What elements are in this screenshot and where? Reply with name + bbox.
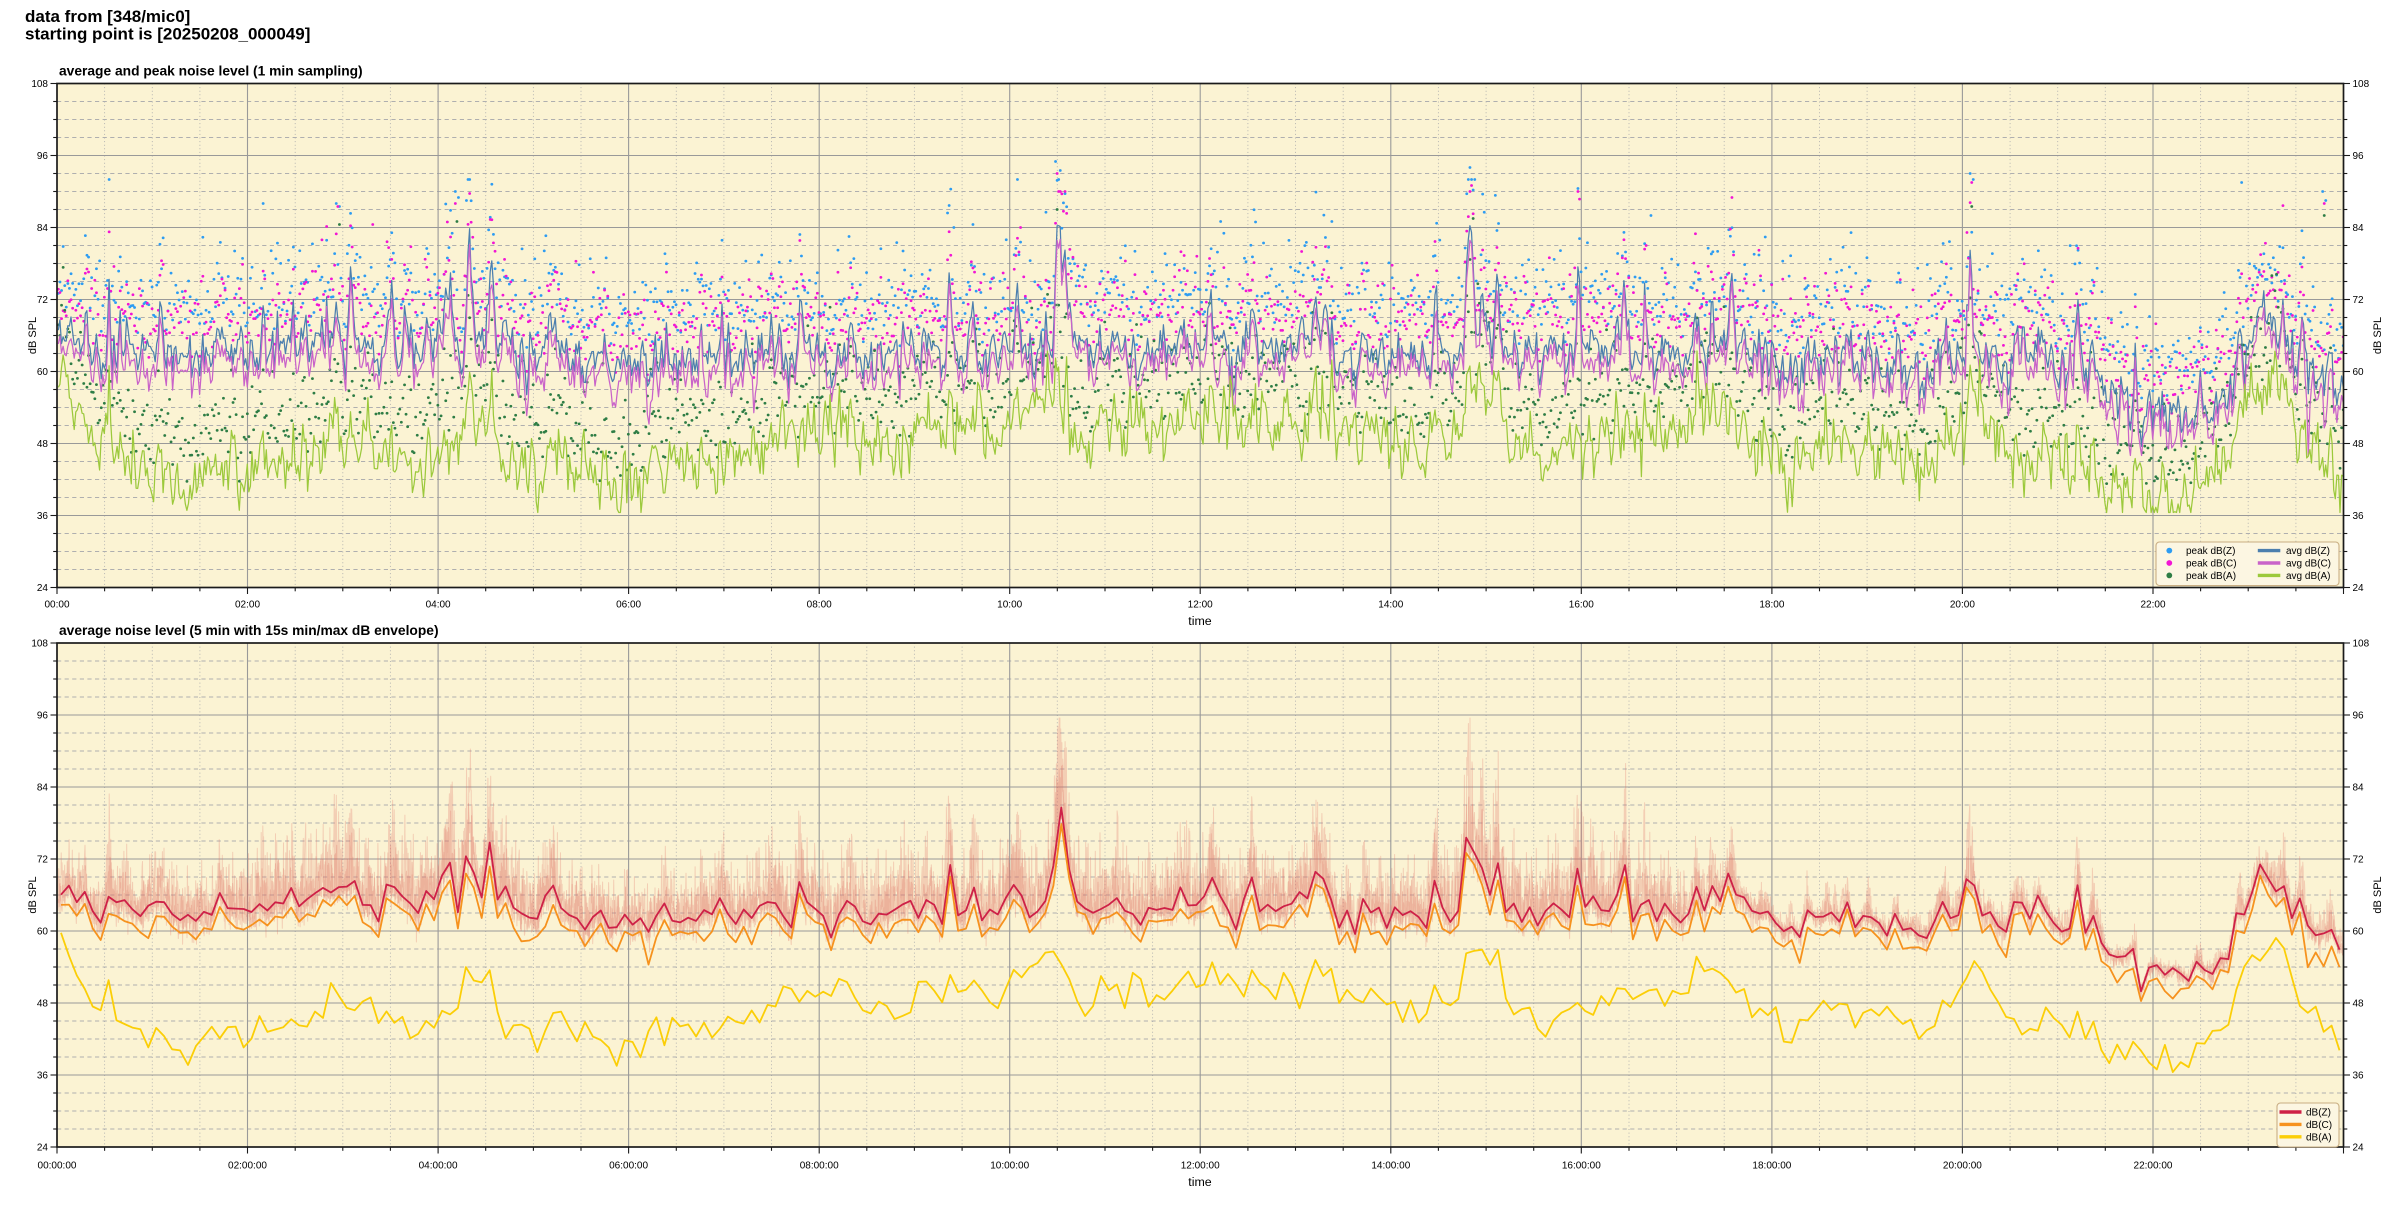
svg-text:16:00:00: 16:00:00: [1562, 1161, 1601, 1172]
svg-text:00:00:00: 00:00:00: [38, 1161, 77, 1172]
svg-text:data from [348/mic0]: data from [348/mic0]: [25, 7, 190, 26]
svg-text:10:00: 10:00: [997, 600, 1022, 611]
svg-text:84: 84: [37, 223, 49, 234]
svg-text:06:00: 06:00: [616, 600, 641, 611]
svg-text:36: 36: [2353, 511, 2365, 522]
svg-text:08:00: 08:00: [807, 600, 832, 611]
svg-text:22:00: 22:00: [2140, 600, 2165, 611]
svg-text:10:00:00: 10:00:00: [990, 1161, 1029, 1172]
svg-text:12:00:00: 12:00:00: [1181, 1161, 1220, 1172]
svg-text:time: time: [1188, 1175, 1212, 1189]
svg-text:peak dB(Z): peak dB(Z): [2186, 546, 2235, 557]
svg-text:04:00:00: 04:00:00: [419, 1161, 458, 1172]
svg-text:96: 96: [37, 151, 49, 162]
svg-text:08:00:00: 08:00:00: [800, 1161, 839, 1172]
svg-text:84: 84: [37, 782, 49, 793]
svg-text:108: 108: [31, 79, 48, 90]
svg-text:60: 60: [2353, 367, 2365, 378]
svg-text:48: 48: [2353, 998, 2365, 1009]
svg-text:dB(C): dB(C): [2306, 1120, 2332, 1131]
svg-text:72: 72: [2353, 854, 2365, 865]
svg-text:96: 96: [2353, 710, 2365, 721]
svg-text:average noise level (5 min wit: average noise level (5 min with 15s min/…: [59, 623, 439, 638]
svg-text:96: 96: [2353, 151, 2365, 162]
svg-text:peak dB(C): peak dB(C): [2186, 559, 2237, 570]
svg-text:average and peak noise level (: average and peak noise level (1 min samp…: [59, 64, 363, 79]
svg-text:24: 24: [2353, 583, 2365, 594]
svg-text:dB(A): dB(A): [2306, 1132, 2332, 1143]
svg-text:dB SPL: dB SPL: [2372, 876, 2384, 913]
svg-text:36: 36: [37, 1070, 49, 1081]
svg-text:avg dB(Z): avg dB(Z): [2286, 546, 2330, 557]
svg-text:24: 24: [37, 1142, 49, 1153]
svg-text:avg dB(C): avg dB(C): [2286, 559, 2331, 570]
svg-text:48: 48: [37, 439, 49, 450]
svg-text:108: 108: [2353, 638, 2370, 649]
svg-text:12:00: 12:00: [1188, 600, 1213, 611]
svg-text:48: 48: [37, 998, 49, 1009]
svg-text:60: 60: [2353, 926, 2365, 937]
svg-text:84: 84: [2353, 223, 2365, 234]
svg-text:dB SPL: dB SPL: [27, 876, 39, 913]
svg-text:dB SPL: dB SPL: [27, 317, 39, 354]
svg-text:24: 24: [2353, 1142, 2365, 1153]
svg-text:starting point is [20250208_00: starting point is [20250208_000049]: [25, 25, 310, 44]
svg-text:time: time: [1188, 614, 1212, 628]
svg-text:avg dB(A): avg dB(A): [2286, 571, 2330, 582]
svg-text:36: 36: [37, 511, 49, 522]
svg-text:16:00: 16:00: [1569, 600, 1594, 611]
svg-text:72: 72: [37, 295, 49, 306]
svg-text:60: 60: [37, 926, 49, 937]
svg-text:dB SPL: dB SPL: [2372, 317, 2384, 354]
svg-text:20:00: 20:00: [1950, 600, 1975, 611]
svg-text:18:00: 18:00: [1759, 600, 1784, 611]
svg-text:dB(Z): dB(Z): [2306, 1108, 2331, 1119]
svg-text:14:00: 14:00: [1378, 600, 1403, 611]
svg-text:108: 108: [2353, 79, 2370, 90]
svg-text:02:00: 02:00: [235, 600, 260, 611]
svg-text:20:00:00: 20:00:00: [1943, 1161, 1982, 1172]
svg-text:96: 96: [37, 710, 49, 721]
svg-text:72: 72: [2353, 295, 2365, 306]
svg-text:48: 48: [2353, 439, 2365, 450]
svg-text:00:00: 00:00: [44, 600, 69, 611]
svg-text:14:00:00: 14:00:00: [1371, 1161, 1410, 1172]
svg-text:04:00: 04:00: [426, 600, 451, 611]
svg-text:60: 60: [37, 367, 49, 378]
svg-text:18:00:00: 18:00:00: [1752, 1161, 1791, 1172]
svg-text:84: 84: [2353, 782, 2365, 793]
svg-text:72: 72: [37, 854, 49, 865]
svg-text:24: 24: [37, 583, 49, 594]
svg-text:108: 108: [31, 638, 48, 649]
svg-text:36: 36: [2353, 1070, 2365, 1081]
svg-text:06:00:00: 06:00:00: [609, 1161, 648, 1172]
svg-text:22:00:00: 22:00:00: [2134, 1161, 2173, 1172]
svg-text:02:00:00: 02:00:00: [228, 1161, 267, 1172]
svg-text:peak dB(A): peak dB(A): [2186, 571, 2236, 582]
